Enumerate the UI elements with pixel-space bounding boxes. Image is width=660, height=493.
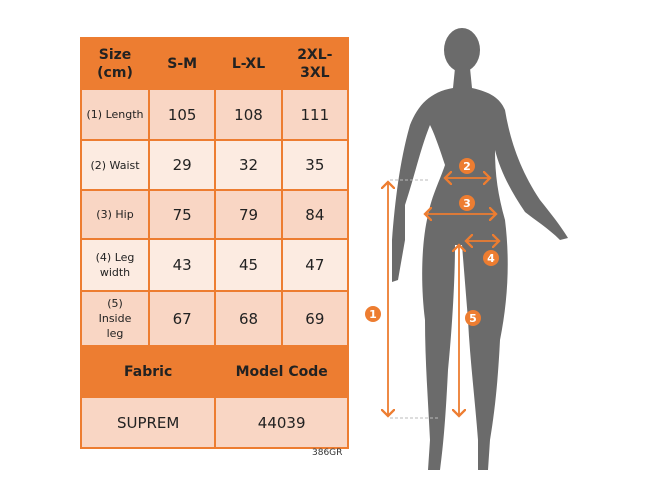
cell: 67 — [147, 290, 217, 347]
cell: 75 — [147, 189, 217, 240]
marker-2: 2 — [459, 158, 475, 174]
header-cell: S-M — [147, 37, 217, 90]
row-label: (5) Inside leg — [80, 290, 150, 347]
model-code-value: 44039 — [214, 396, 349, 449]
row-label: (1) Length — [80, 88, 150, 141]
marker-5: 5 — [465, 310, 481, 326]
row-label: (4) Leg width — [80, 238, 150, 292]
cell: 32 — [214, 139, 283, 191]
svg-text:5: 5 — [469, 312, 477, 325]
table-row: (2) Waist 29 32 35 — [80, 139, 350, 191]
svg-text:3: 3 — [463, 197, 471, 210]
table-row: (5) Inside leg 67 68 69 — [80, 290, 350, 347]
cell: 69 — [280, 290, 350, 347]
info-row: SUPREM 44039 — [79, 396, 349, 449]
fabric-value: SUPREM — [79, 396, 217, 449]
table-header-row: Size (cm) S-M L-XL 2XL-3XL — [80, 37, 350, 90]
marker-4: 4 — [483, 250, 499, 266]
model-code-header: Model Code — [214, 345, 349, 398]
header-cell: L-XL — [214, 37, 283, 90]
cell: 45 — [214, 238, 283, 292]
table-row: (3) Hip 75 79 84 — [80, 189, 350, 240]
size-chart-table: Size (cm) S-M L-XL 2XL-3XL (1) Length 10… — [79, 37, 350, 449]
cell: 79 — [214, 189, 283, 240]
cell: 105 — [147, 88, 217, 141]
table-row: (4) Leg width 43 45 47 — [80, 238, 350, 292]
cell: 108 — [214, 88, 283, 141]
cell: 43 — [147, 238, 217, 292]
cell: 29 — [147, 139, 217, 191]
marker-1: 1 — [365, 306, 381, 322]
cell: 35 — [280, 139, 350, 191]
cell: 84 — [280, 189, 350, 240]
silhouette — [392, 28, 568, 470]
header-cell: 2XL-3XL — [280, 37, 350, 90]
svg-text:4: 4 — [487, 252, 495, 265]
fabric-header: Fabric — [79, 345, 217, 398]
body-measurement-figure: 1 2 3 4 5 — [365, 28, 568, 470]
svg-text:2: 2 — [463, 160, 471, 173]
svg-text:1: 1 — [369, 308, 377, 321]
product-code: 386GR — [312, 448, 343, 458]
header-cell: Size (cm) — [80, 37, 150, 90]
row-label: (3) Hip — [80, 189, 150, 240]
table-row: (1) Length 105 108 111 — [80, 88, 350, 141]
info-header-row: Fabric Model Code — [79, 345, 349, 398]
cell: 111 — [280, 88, 350, 141]
marker-3: 3 — [459, 195, 475, 211]
cell: 47 — [280, 238, 350, 292]
cell: 68 — [214, 290, 283, 347]
row-label: (2) Waist — [80, 139, 150, 191]
